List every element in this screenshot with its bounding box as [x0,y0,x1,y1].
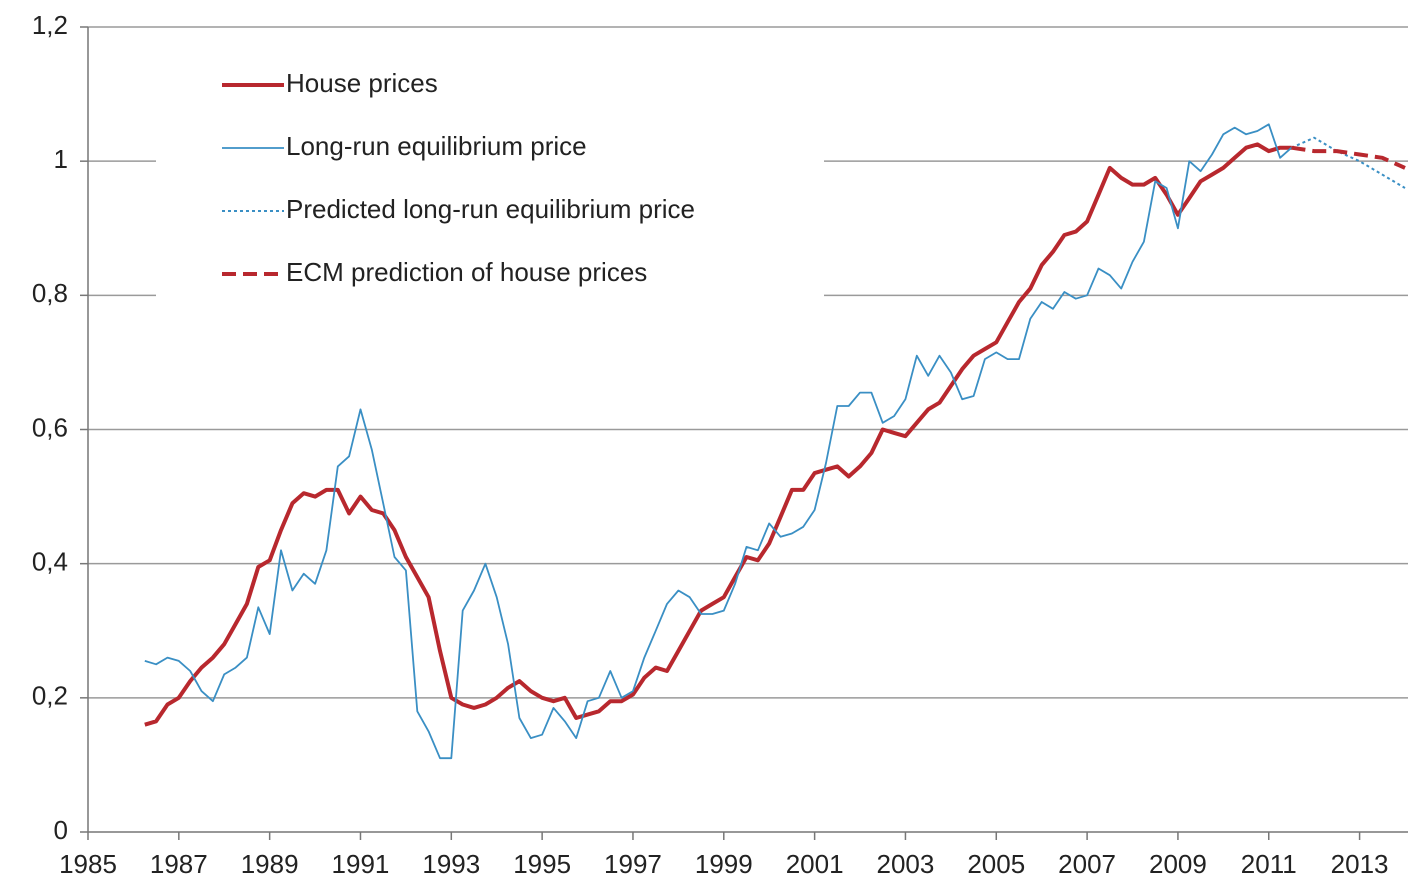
x-tick-label: 2011 [1241,849,1297,879]
series-line [1291,145,1406,170]
series-line [144,123,1293,760]
y-tick-label: 0,6 [32,412,68,442]
y-tick-label: 1,2 [32,10,68,40]
x-tick-label: 2003 [877,849,935,879]
series-line [1291,136,1406,189]
x-tick-label: 1989 [241,849,299,879]
x-tick-label: 2009 [1149,849,1207,879]
x-tick-label: 1995 [513,849,571,879]
legend-label: ECM prediction of house prices [286,257,647,287]
series-line [144,142,1292,727]
legend-label: Long-run equilibrium price [286,131,587,161]
x-tick-label: 1987 [150,849,208,879]
x-tick-label: 2007 [1058,849,1116,879]
y-tick-label: 0,2 [32,681,68,711]
y-tick-label: 0,4 [32,547,68,577]
x-tick-label: 2001 [786,849,844,879]
x-tick-label: 2013 [1331,849,1389,879]
x-tick-label: 1991 [332,849,390,879]
legend-label: Predicted long-run equilibrium price [286,194,695,224]
plot: House prices Long-run equilibrium price Pr… [144,68,1406,760]
x-tick-label: 1985 [59,849,117,879]
legend-label: House prices [286,68,438,98]
x-tick-label: 1997 [604,849,662,879]
x-tick-label: 1999 [695,849,753,879]
y-tick-label: 0 [54,815,68,845]
x-tick-label: 1993 [422,849,480,879]
y-tick-label: 1 [54,144,68,174]
x-tick-label: 2005 [967,849,1025,879]
y-tick-label: 0,8 [32,278,68,308]
